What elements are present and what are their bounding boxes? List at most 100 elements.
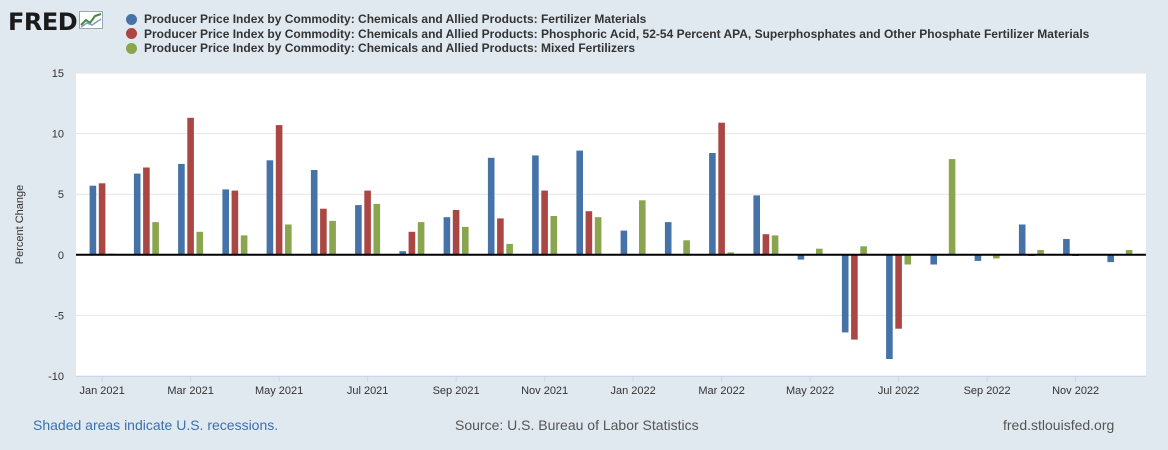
bar-series1[interactable] (974, 254, 982, 261)
bar-series1[interactable] (399, 251, 406, 255)
bar-series1[interactable] (1063, 239, 1070, 255)
bar-series2[interactable] (718, 122, 725, 255)
bar-series1[interactable] (930, 254, 937, 265)
bar-chart[interactable]: -10 -5 0 5 10 15 Percent Change Jan 2021 Mar 202… (0, 60, 1168, 400)
y-tick-label: 15 (52, 68, 64, 80)
plot-area (76, 73, 1146, 376)
bar-series2[interactable] (187, 117, 194, 255)
line-graph-icon (79, 10, 104, 34)
source-text: Source: U.S. Bureau of Labor Statistics (455, 417, 699, 433)
bar-series3[interactable] (462, 226, 469, 255)
bar-series1[interactable] (1018, 224, 1026, 255)
bar-series3[interactable] (329, 220, 336, 255)
legend-dot-series2 (126, 28, 137, 39)
y-tick-label: 10 (52, 129, 64, 141)
bar-series2[interactable] (585, 211, 593, 255)
bar-series2[interactable] (408, 231, 416, 255)
bar-series2[interactable] (541, 190, 548, 255)
bar-series1[interactable] (576, 150, 583, 255)
bar-series1[interactable] (709, 153, 716, 255)
x-tick-label: Jul 2022 (878, 385, 920, 397)
legend-item-series3[interactable]: Producer Price Index by Commodity: Chemi… (126, 41, 1089, 55)
bar-series3[interactable] (373, 203, 381, 255)
bar-series1[interactable] (487, 157, 495, 255)
bar-series3[interactable] (860, 246, 867, 255)
bar-series2[interactable] (762, 234, 770, 255)
bar-series3[interactable] (594, 217, 602, 255)
legend-label-series2: Producer Price Index by Commodity: Chemi… (144, 26, 1090, 41)
y-tick-label: 5 (58, 189, 64, 201)
y-tick-label: -5 (54, 310, 64, 322)
bar-series3[interactable] (816, 248, 823, 255)
bar-series2[interactable] (364, 190, 371, 255)
bar-series1[interactable] (753, 195, 760, 255)
x-tick-label: Sep 2021 (433, 385, 480, 397)
bar-series3[interactable] (904, 254, 912, 265)
y-tick-label: -10 (48, 371, 64, 383)
site-link[interactable]: fred.stlouisfed.org (1003, 417, 1115, 433)
legend-label-series3: Producer Price Index by Commodity: Chemi… (144, 41, 636, 55)
recession-note-link[interactable]: Shaded areas indicate U.S. recessions. (33, 417, 279, 433)
bar-series2[interactable] (895, 254, 902, 329)
x-tick-label: Nov 2022 (1052, 385, 1099, 397)
bar-series3[interactable] (639, 200, 646, 255)
bar-series1[interactable] (89, 185, 97, 255)
x-tick-label: Sep 2022 (964, 385, 1011, 397)
bar-series3[interactable] (417, 222, 425, 255)
bar-series3[interactable] (550, 216, 558, 255)
bar-series1[interactable] (532, 155, 539, 255)
bar-series3[interactable] (240, 235, 248, 255)
bar-series3[interactable] (506, 243, 513, 255)
x-tick-label: May 2022 (786, 385, 834, 397)
bar-series2[interactable] (143, 167, 150, 255)
legend-item-series1[interactable]: Producer Price Index by Commodity: Chemi… (126, 12, 1089, 26)
bar-series2[interactable] (497, 218, 504, 255)
bar-series2[interactable] (851, 254, 858, 340)
bar-series1[interactable] (355, 205, 362, 255)
bar-series3[interactable] (1125, 250, 1133, 255)
chart-container: -10 -5 0 5 10 15 Percent Change Jan 2021 Mar 202… (0, 60, 1168, 400)
bar-series1[interactable] (797, 254, 805, 260)
legend-item-series2[interactable]: Producer Price Index by Commodity: Chemi… (126, 27, 1089, 41)
bar-series1[interactable] (620, 230, 628, 255)
bar-series1[interactable] (886, 254, 893, 359)
x-tick-label: May 2021 (255, 385, 303, 397)
bar-series2[interactable] (452, 210, 460, 255)
bar-series3[interactable] (727, 252, 735, 255)
bar-series1[interactable] (310, 170, 318, 255)
bar-series3[interactable] (1037, 250, 1044, 255)
bar-series1[interactable] (841, 254, 849, 333)
bar-series2[interactable] (231, 190, 239, 255)
fred-logo[interactable]: FRED (8, 8, 104, 36)
bar-series2[interactable] (275, 125, 283, 255)
bar-series1[interactable] (443, 217, 451, 255)
x-tick-label: Jul 2021 (347, 385, 389, 397)
bar-series3[interactable] (993, 254, 1000, 259)
x-tick-label: Nov 2021 (521, 385, 568, 397)
x-tick-label: Mar 2021 (167, 385, 213, 397)
bar-series1[interactable] (133, 173, 141, 255)
y-axis-label: Percent Change (14, 185, 26, 265)
logo-text: FRED (8, 8, 78, 36)
legend-label-series1: Producer Price Index by Commodity: Chemi… (144, 12, 647, 26)
x-tick-label: Mar 2022 (698, 385, 744, 397)
bar-series3[interactable] (152, 222, 159, 255)
bar-series1[interactable] (178, 163, 185, 255)
bar-series1[interactable] (222, 189, 229, 255)
bar-series2[interactable] (320, 208, 327, 255)
legend-dot-series1 (126, 13, 137, 25)
y-tick-label: 0 (58, 250, 64, 262)
x-tick-label: Jan 2022 (610, 385, 655, 397)
chart-legend: Producer Price Index by Commodity: Chemi… (126, 12, 1089, 56)
bar-series3[interactable] (196, 231, 204, 255)
bar-series3[interactable] (285, 224, 292, 255)
bar-series1[interactable] (1107, 254, 1114, 263)
x-tick-label: Jan 2021 (79, 385, 124, 397)
bar-series1[interactable] (266, 160, 274, 255)
bar-series3[interactable] (683, 240, 690, 255)
bar-series1[interactable] (664, 222, 672, 255)
bar-series3[interactable] (948, 159, 956, 255)
legend-dot-series3 (126, 42, 137, 54)
bar-series2[interactable] (98, 183, 106, 255)
bar-series3[interactable] (771, 235, 779, 255)
